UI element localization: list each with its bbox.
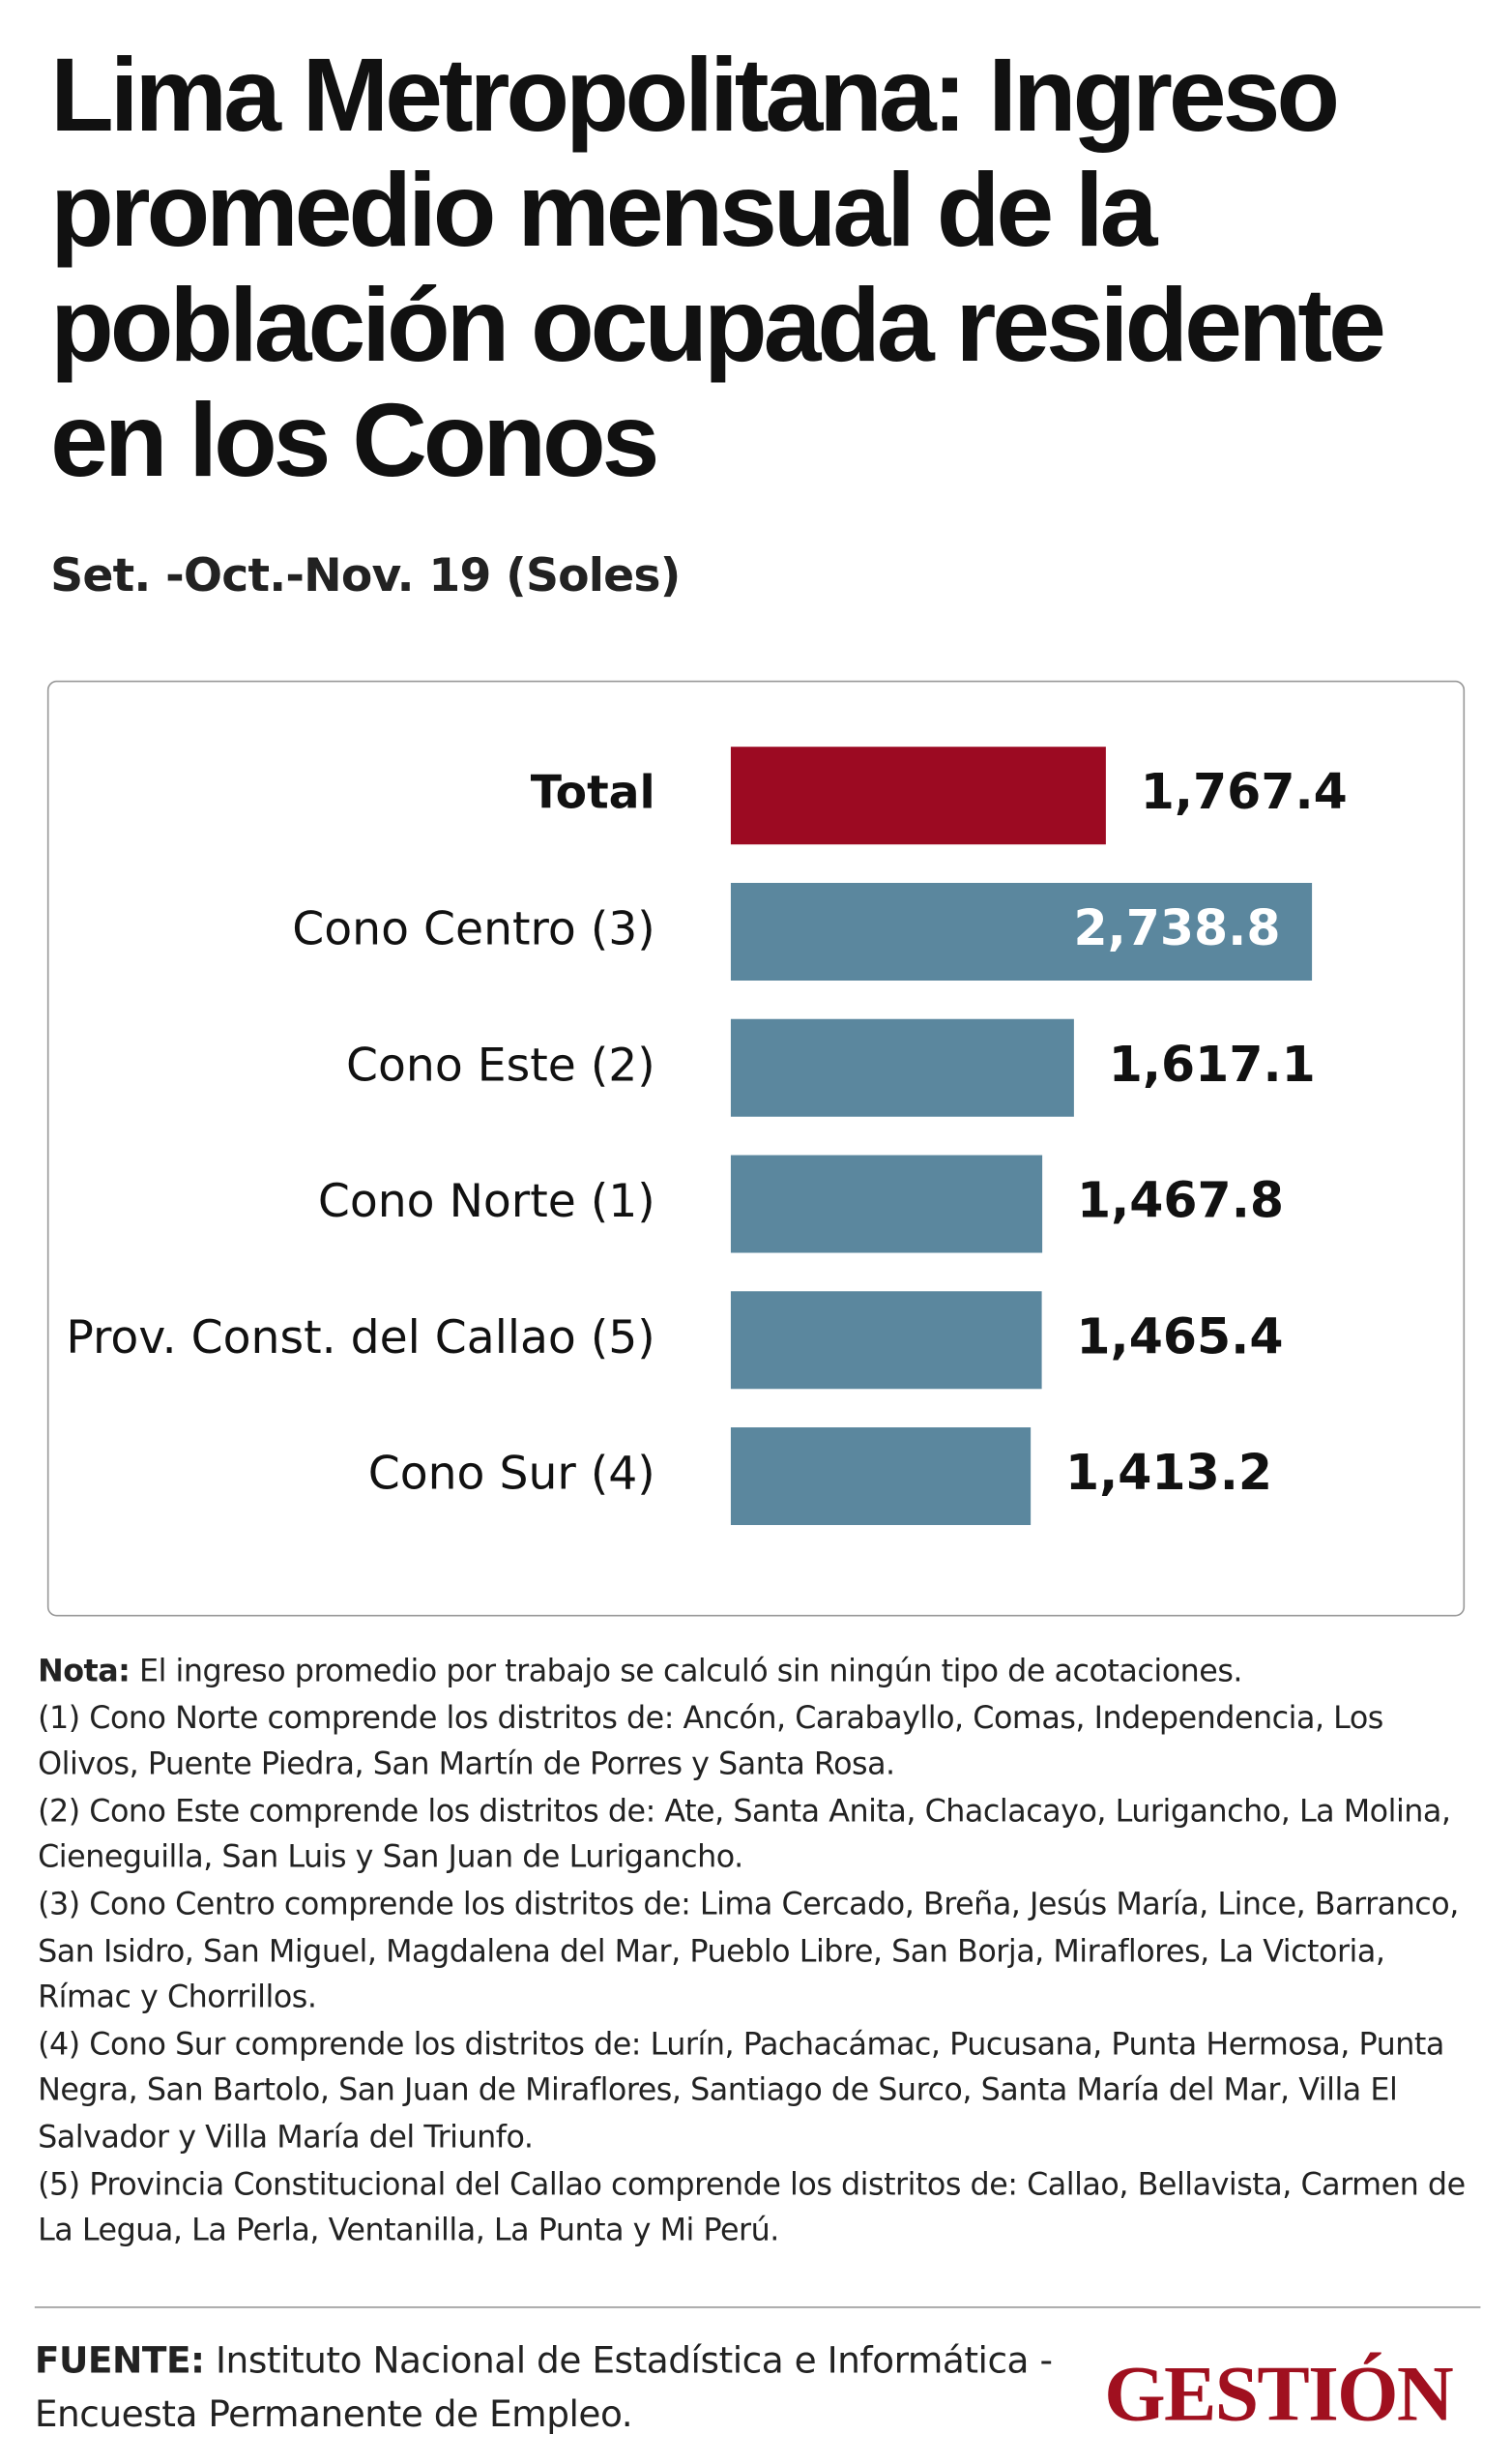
- value-label: 1,767.4: [1141, 763, 1348, 820]
- category-label: Cono Norte (1): [318, 1175, 655, 1228]
- value-label: 1,413.2: [1065, 1444, 1272, 1501]
- note-item: (5) Provincia Constitucional del Callao …: [38, 2165, 1466, 2249]
- category-label: Total: [531, 767, 655, 820]
- bar: [730, 1018, 1074, 1117]
- divider: [34, 2306, 1481, 2308]
- chart-subtitle: Set. -Oct.-Nov. 19 (Soles): [50, 547, 681, 602]
- bar: [730, 747, 1106, 845]
- bar: [730, 1427, 1032, 1526]
- note-text: El ingreso promedio por trabajo se calcu…: [139, 1652, 1243, 1689]
- value-label: 1,467.8: [1077, 1172, 1284, 1229]
- note-item: (4) Cono Sur comprende los distritos de:…: [38, 2025, 1444, 2156]
- value-label: 1,465.4: [1076, 1307, 1283, 1364]
- bar: [730, 1291, 1042, 1390]
- source: FUENTE: Instituto Nacional de Estadístic…: [35, 2334, 1106, 2442]
- value-label: 2,738.8: [1073, 899, 1280, 956]
- source-label: FUENTE:: [34, 2340, 205, 2383]
- bar: [730, 882, 1313, 981]
- category-label: Cono Este (2): [346, 1039, 655, 1092]
- bar: [730, 1155, 1043, 1253]
- note-label: Nota:: [38, 1652, 131, 1689]
- notes: Nota: El ingreso promedio por trabajo se…: [38, 1648, 1479, 2254]
- category-label: Cono Centro (3): [292, 902, 654, 955]
- brand-logo: GESTIÓN: [1104, 2349, 1453, 2438]
- chart-title: Lima Metropolitana: Ingreso promedio men…: [50, 36, 1386, 498]
- source-text: Instituto Nacional de Estadística e Info…: [34, 2340, 1053, 2436]
- value-label: 1,617.1: [1109, 1036, 1316, 1093]
- category-label: Cono Sur (4): [368, 1448, 655, 1501]
- note-item: (1) Cono Norte comprende los distritos d…: [38, 1699, 1383, 1782]
- note-item: (3) Cono Centro comprende los distritos …: [38, 1886, 1459, 2015]
- note: Nota: El ingreso promedio por trabajo se…: [38, 1648, 1479, 1694]
- note-item: (2) Cono Este comprende los distritos de…: [38, 1792, 1451, 1876]
- category-label: Prov. Const. del Callao (5): [66, 1311, 654, 1364]
- chart: Total 1,767.4 Cono Centro (3) 2,738.8 Cono E…: [66, 747, 1348, 1526]
- chart-box: [46, 680, 1466, 1617]
